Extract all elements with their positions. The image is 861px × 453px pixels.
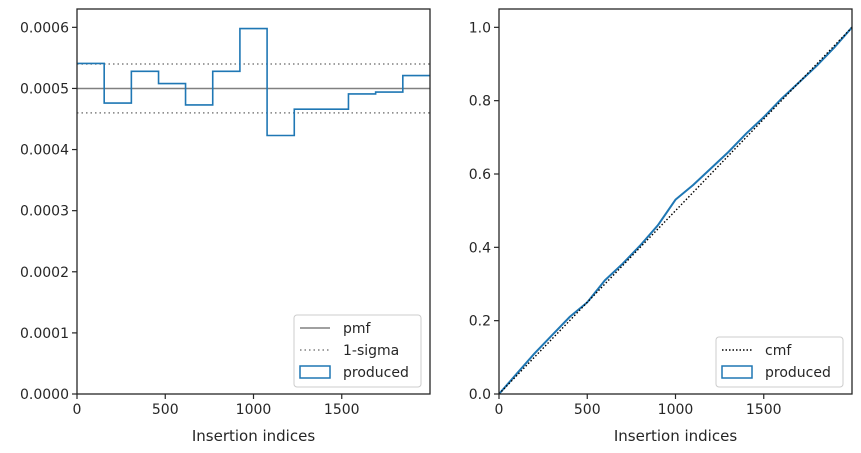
ytick-label: 0.0 [469, 387, 491, 403]
right-ticks: 0 500 1000 1500 0.0 0.2 0.4 0.6 0.8 1.0 [469, 20, 782, 418]
left-ticks: 0 500 1000 1500 0.0000 0.0001 0.0002 0.0003 0.00… [20, 20, 360, 418]
xtick-label: 1500 [746, 402, 782, 418]
ytick-label: 0.6 [469, 167, 491, 183]
legend-produced-label-right: produced [765, 365, 831, 381]
right-xlabel: Insertion indices [614, 427, 737, 445]
ytick-label: 0.0000 [20, 387, 69, 403]
left-chart: 0 500 1000 1500 0.0000 0.0001 0.0002 0.0003 0.00… [20, 8, 431, 445]
ytick-label: 0.0004 [20, 143, 69, 159]
right-legend: cmf produced [715, 336, 844, 388]
xtick-label: 0 [495, 402, 504, 418]
cmf-line [498, 26, 853, 395]
right-chart: 0 500 1000 1500 0.0 0.2 0.4 0.6 0.8 1.0 Insertion… [469, 8, 853, 445]
left-plot-area [77, 27, 430, 137]
left-axes-frame [76, 8, 431, 395]
right-axes-frame [498, 8, 853, 395]
legend-produced-swatch [299, 365, 331, 379]
ytick-label: 0.0001 [20, 326, 69, 342]
xtick-label: 0 [73, 402, 82, 418]
ytick-label: 0.0006 [20, 20, 69, 36]
legend-produced-label: produced [343, 365, 409, 381]
ytick-label: 0.2 [469, 314, 491, 330]
xtick-label: 500 [574, 402, 601, 418]
ytick-label: 0.8 [469, 94, 491, 110]
legend-pmf-label: pmf [343, 321, 372, 337]
produced-histogram [77, 27, 430, 137]
xtick-label: 1000 [658, 402, 694, 418]
ytick-label: 0.0002 [20, 265, 69, 281]
left-legend: pmf 1-sigma produced [293, 314, 422, 388]
legend-cmf-label: cmf [765, 343, 792, 359]
ytick-label: 0.0005 [20, 81, 69, 97]
legend-1sigma-label: 1-sigma [343, 343, 399, 359]
xtick-label: 500 [152, 402, 179, 418]
ytick-label: 0.4 [469, 240, 491, 256]
legend-produced-swatch-right [721, 365, 753, 379]
ytick-label: 0.0003 [20, 204, 69, 220]
ytick-label: 1.0 [469, 20, 491, 36]
left-legend-box [293, 314, 422, 388]
left-xlabel: Insertion indices [192, 427, 315, 445]
right-plot-area [498, 26, 853, 395]
xtick-label: 1500 [324, 402, 360, 418]
xtick-label: 1000 [236, 402, 272, 418]
